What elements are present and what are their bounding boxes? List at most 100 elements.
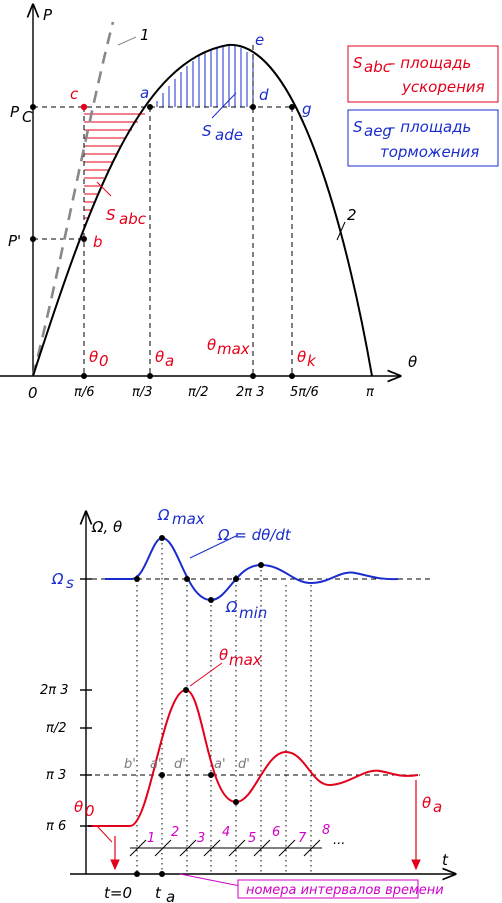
bottom-time-response-chart: Ω, θ t Ω s Ω max Ω min Ω = dθ/dt θ max θ… — [40, 506, 455, 903]
point-d-label: d — [259, 86, 269, 104]
s-ade-leader — [211, 92, 237, 119]
legend-red-line1: – площадь — [388, 54, 471, 72]
interval-2: 2 — [171, 825, 179, 840]
theta-pt-a1 — [159, 772, 165, 778]
omega-max-sub: max — [172, 510, 205, 528]
top-axis-p-label: P — [43, 6, 53, 24]
omega-s-label: Ω — [51, 570, 64, 588]
bottom-t-label: t — [442, 851, 449, 869]
interval-1: 1 — [147, 831, 155, 846]
legend-blue-s: S — [353, 118, 363, 136]
ta-sub: a — [166, 888, 175, 903]
thetamax-sub: max — [217, 340, 250, 358]
theta-pt-min — [233, 799, 239, 805]
theta-pt-max — [183, 687, 189, 693]
s-ade-label: S — [202, 122, 212, 140]
legend-deceleration-box — [347, 109, 499, 167]
interval-8: 8 — [322, 823, 330, 838]
thetak-label: θ — [297, 348, 306, 366]
t0-label: t=0 — [104, 884, 132, 902]
tick-5pi6: 5π/6 — [290, 385, 319, 400]
omega-min-label: Ω — [225, 598, 238, 616]
point-label-a2: a' — [214, 757, 226, 772]
curve-2-leader — [336, 221, 346, 241]
point-c — [80, 103, 88, 111]
ta-label: t — [155, 884, 162, 902]
bottom-axis-label: Ω, θ — [91, 518, 122, 536]
caption-leader — [179, 873, 241, 887]
omega-pt-1 — [134, 576, 140, 582]
curve-2 — [32, 43, 373, 377]
point-b-label: b — [93, 233, 103, 251]
acceleration-area-hatch — [84, 113, 145, 219]
point-label-a1: a' — [150, 757, 162, 772]
ta-dot — [159, 871, 165, 877]
top-power-angle-chart: P θ 0 P C P' 1 2 c a b d e g S abc S ade… — [0, 5, 499, 402]
tick-pi: π — [366, 385, 374, 400]
point-b — [81, 236, 87, 242]
caption-box — [237, 879, 419, 899]
s-abc-label: S — [106, 206, 116, 224]
omega-s-sub: s — [66, 574, 74, 592]
theta0-label: θ — [89, 348, 98, 366]
caption-text: номера интервалов времени — [246, 883, 444, 898]
x-dot-5pi6 — [289, 373, 295, 379]
bottom-theta0-label: θ — [74, 798, 83, 816]
legend-blue-line2: торможения — [380, 143, 479, 161]
omega-curve — [105, 536, 399, 602]
bottom-thetaa-sub: a — [433, 798, 442, 816]
thetamax-leader — [189, 662, 223, 687]
p-prime-axis-dot — [30, 236, 36, 242]
ytick-label-pi6: π 6 — [46, 819, 66, 834]
omega-max-label: Ω — [157, 506, 170, 524]
p-prime-label: P' — [8, 232, 21, 250]
ytick-label-pi3: π 3 — [46, 768, 66, 783]
legend-blue-sub: aeg — [364, 122, 392, 140]
x-dot-pi6 — [81, 373, 87, 379]
bottom-thetamax-sub: max — [229, 651, 262, 669]
tick-pi3: π/3 — [132, 385, 152, 400]
curve-1-leader — [117, 36, 137, 46]
point-label-b: b' — [124, 757, 136, 772]
omega-min-sub: min — [239, 604, 267, 622]
interval-5: 5 — [248, 831, 256, 846]
legend-red-line2: ускорения — [401, 78, 485, 96]
legend-red-sub: abc — [364, 58, 392, 76]
curve-1-label: 1 — [140, 26, 150, 44]
point-d — [250, 104, 256, 110]
theta-curve — [88, 688, 419, 827]
formula-label: Ω = dθ/dt — [217, 526, 292, 544]
omega-pt-5 — [233, 576, 239, 582]
point-g — [289, 104, 295, 110]
thetamax-label: θ — [207, 336, 216, 354]
top-axis-theta-label: θ — [408, 353, 417, 371]
curve-2-label: 2 — [347, 206, 357, 224]
point-c-label: c — [70, 85, 79, 103]
interval-6: 6 — [272, 825, 280, 840]
omega-pt-3 — [184, 576, 190, 582]
point-label-d1: d' — [174, 757, 186, 772]
s-ade-sub: ade — [215, 126, 243, 144]
legend-acceleration-box — [347, 45, 499, 103]
theta-pt-a2 — [208, 772, 214, 778]
curve-1 — [31, 21, 115, 377]
thetaa-label: θ — [155, 348, 164, 366]
ytick-label-2pi3: 2π 3 — [40, 683, 69, 698]
legend-red-s: S — [353, 54, 363, 72]
thetaa-sub: a — [165, 352, 174, 370]
pc-axis-dot — [30, 104, 36, 110]
omega-pt-6 — [258, 562, 264, 568]
ytick-label-pi2: π/2 — [46, 721, 66, 736]
tick-pi2: π/2 — [188, 385, 208, 400]
tick-pi6: π/6 — [74, 385, 94, 400]
theta0-sub: 0 — [99, 352, 109, 370]
point-e-label: e — [255, 31, 264, 49]
theta0-leader — [96, 825, 113, 843]
interval-7: 7 — [298, 831, 307, 846]
omega-pt-min — [208, 597, 214, 603]
time-markers — [136, 538, 312, 874]
thetak-sub: k — [307, 352, 317, 370]
s-abc-sub: abc — [119, 210, 147, 228]
point-g-label: g — [302, 100, 312, 118]
